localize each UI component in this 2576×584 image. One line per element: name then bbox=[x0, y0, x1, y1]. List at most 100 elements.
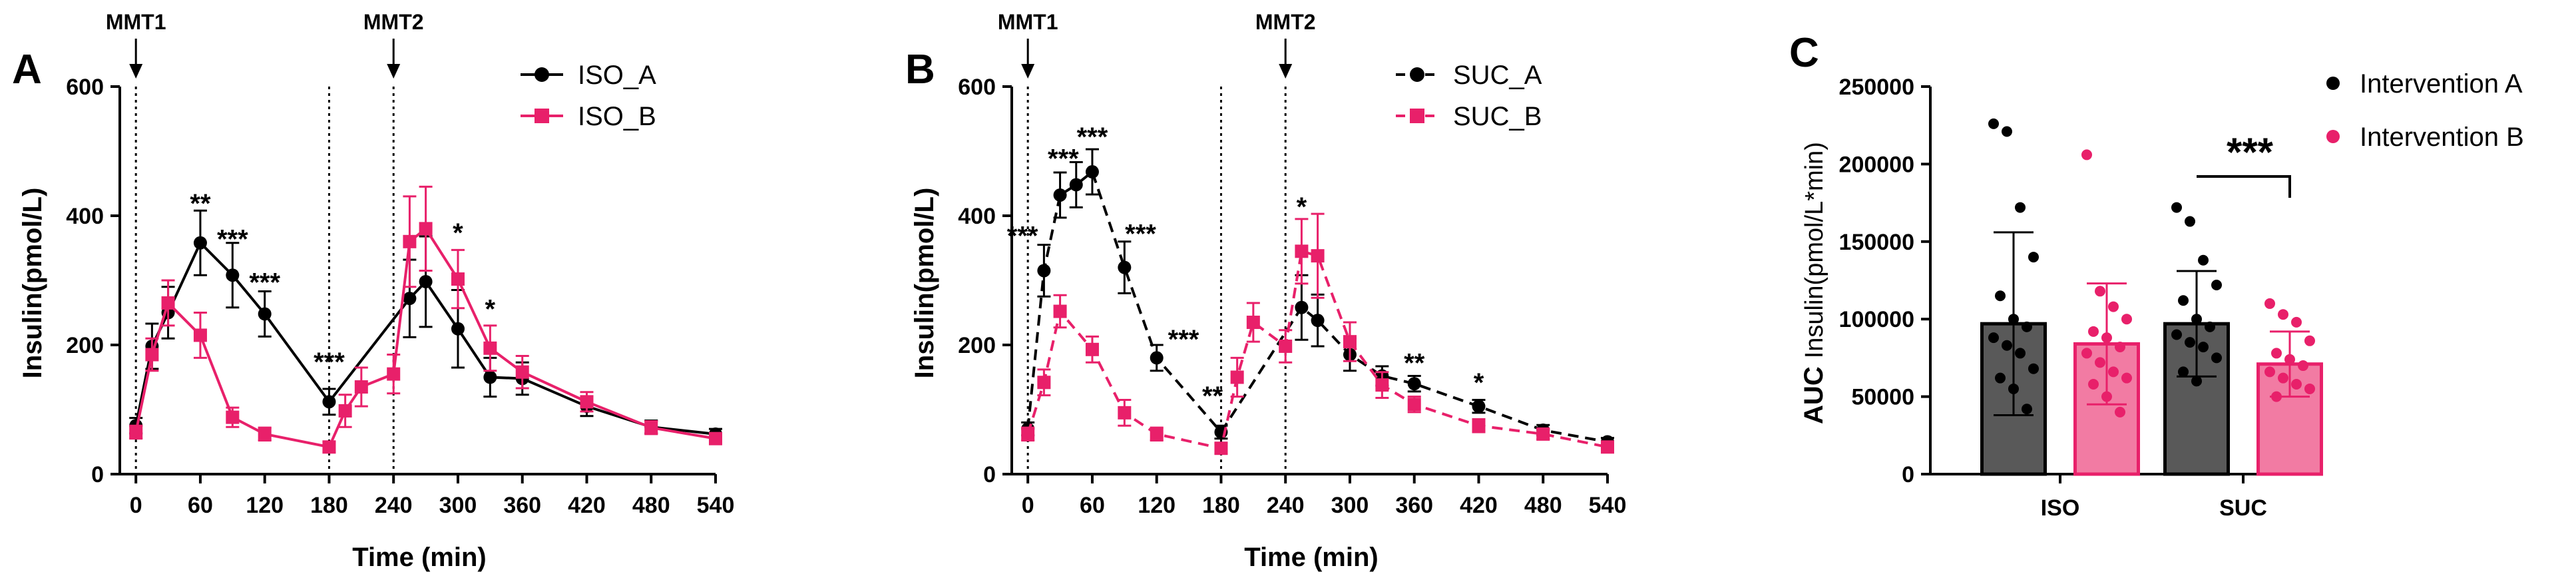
panel-a-data-point bbox=[322, 395, 336, 409]
panel-a-data-point bbox=[419, 222, 433, 236]
panel-b-data-point bbox=[1150, 351, 1164, 365]
panel-a-significance-label: *** bbox=[249, 268, 280, 297]
panel-b-legend-label: SUC_B bbox=[1453, 102, 1542, 131]
panel-a-data-point bbox=[451, 322, 465, 336]
panel-c-category-label: ISO bbox=[2041, 495, 2080, 521]
panel-a-data-point bbox=[161, 296, 175, 310]
panel-a-y-axis-title: Insulin(pmol/L) bbox=[18, 188, 47, 379]
panel-b-data-point bbox=[1279, 339, 1293, 353]
panel-b-data-point bbox=[1601, 440, 1614, 454]
panel-a-data-point bbox=[515, 365, 529, 379]
panel-b-data-point bbox=[1246, 316, 1260, 330]
panel-c-data-point bbox=[2191, 314, 2202, 325]
panel-a-data-point bbox=[338, 404, 352, 418]
panel-b-significance-label: *** bbox=[1077, 123, 1108, 152]
panel-c-data-point bbox=[2101, 332, 2112, 344]
panel-c-legend-label: Intervention A bbox=[2360, 69, 2523, 99]
panel-c-series-a bbox=[1980, 118, 2230, 476]
panel-b-data-point bbox=[1037, 376, 1051, 390]
panel-a-data-point bbox=[226, 268, 240, 282]
panel-a-legend: ISO_A ISO_B bbox=[521, 61, 656, 131]
panel-b-data-point bbox=[1407, 377, 1421, 391]
panel-b-data-point bbox=[1295, 300, 1309, 314]
panel-c-data-point bbox=[2008, 383, 2019, 394]
panel-b-data-point bbox=[1311, 249, 1325, 263]
panel-b-significance-label: * bbox=[1474, 368, 1484, 398]
panel-c-data-point bbox=[1988, 332, 1999, 344]
panel-b-y-tick-label: 400 bbox=[958, 204, 996, 229]
panel-c-series-b bbox=[2073, 149, 2323, 476]
panel-a-data-point bbox=[129, 425, 143, 439]
panel-c-significance-label: *** bbox=[2227, 130, 2274, 174]
panel-c-data-point bbox=[2101, 391, 2112, 402]
panel-c-y-axis-title: AUC Insulin(pmol/L*min) bbox=[1799, 142, 1828, 424]
panel-b-x-tick-label: 420 bbox=[1460, 493, 1498, 518]
panel-b-legend-marker bbox=[1410, 109, 1424, 123]
panel-a-data-point bbox=[403, 292, 417, 306]
panel-a-data-point bbox=[258, 427, 272, 441]
panel-c-data-point bbox=[2022, 321, 2032, 332]
panel-c-legend: Intervention A Intervention B bbox=[2326, 69, 2524, 152]
panel-c: C AUC Insulin(pmol/L*min) 0 50000 100000 150… bbox=[1789, 30, 2524, 521]
panel-c-y-axis-title-bold: AUC bbox=[1799, 366, 1828, 424]
panel-c-data-point bbox=[2095, 286, 2105, 297]
panel-c-y-axis-title-unit: Insulin(pmol/L*min) bbox=[1801, 142, 1828, 358]
panel-label-a: A bbox=[12, 47, 42, 93]
panel-b-significance-label: ** bbox=[1202, 382, 1223, 411]
panel-c-data-point bbox=[2108, 366, 2119, 378]
panel-a-significance-label: * bbox=[453, 218, 463, 248]
panel-c-data-point bbox=[2178, 295, 2189, 306]
panel-c-data-point bbox=[2304, 383, 2315, 394]
panel-c-data-point bbox=[2088, 326, 2099, 337]
panel-b-data-point bbox=[1536, 427, 1550, 441]
panel-c-data-point bbox=[2002, 340, 2012, 351]
panel-c-data-point bbox=[2304, 335, 2315, 346]
panel-a-y-tick-label: 400 bbox=[66, 204, 104, 229]
panel-c-data-point bbox=[2211, 279, 2222, 290]
panel-b-data-point bbox=[1311, 314, 1325, 328]
panel-c-data-point bbox=[2095, 357, 2105, 368]
panel-c-y-tick-label: 50000 bbox=[1851, 385, 1914, 410]
panel-b-series-suc_a bbox=[1021, 148, 1614, 449]
panel-a-x-tick-label: 480 bbox=[632, 493, 670, 518]
panel-label-b: B bbox=[905, 47, 935, 93]
panel-c-data-point bbox=[2015, 348, 2026, 359]
panel-c-data-point bbox=[2028, 363, 2039, 374]
panel-b-x-axis-title: Time (min) bbox=[1244, 543, 1379, 572]
panel-b-legend-marker bbox=[1410, 67, 1424, 82]
panel-a-meal-label: MMT2 bbox=[363, 10, 424, 34]
panel-c-data-point bbox=[2088, 378, 2099, 390]
panel-b-data-point bbox=[1295, 244, 1309, 258]
panel-b-data-point bbox=[1053, 304, 1067, 318]
panel-c-data-point bbox=[2121, 314, 2132, 325]
panel-c-data-point bbox=[2291, 316, 2302, 328]
panel-a-meal-arrow-head bbox=[387, 64, 401, 79]
panel-b-data-point bbox=[1118, 406, 1132, 420]
panel-a-y-tick-label: 600 bbox=[66, 75, 104, 100]
panel-b-data-point bbox=[1150, 427, 1164, 441]
panel-c-y-tick-label: 250000 bbox=[1839, 75, 1914, 100]
panel-b-y-axis-title: Insulin(pmol/L) bbox=[910, 188, 939, 379]
panel-b-x-tick-label: 60 bbox=[1080, 493, 1105, 518]
panel-a-legend-marker bbox=[535, 67, 549, 82]
panel-a-data-point bbox=[193, 328, 207, 342]
panel-b: B Insulin(pmol/L) Time (min) 0 200 400 600 0… bbox=[905, 10, 1626, 572]
panel-c-data-point bbox=[2081, 149, 2092, 160]
panel-b-series-line bbox=[1026, 169, 1608, 443]
panel-b-meal-arrow-head bbox=[1279, 64, 1293, 79]
panel-a-data-point bbox=[322, 440, 336, 454]
panel-b-x-tick-label: 240 bbox=[1267, 493, 1305, 518]
panel-c-significance-bracket bbox=[2197, 175, 2291, 198]
panel-b-series-line bbox=[1026, 249, 1608, 450]
panel-b-legend: SUC_A SUC_B bbox=[1396, 61, 1542, 131]
panel-a-significance-label: *** bbox=[217, 225, 248, 254]
panel-b-significance-label: ** bbox=[1404, 349, 1425, 378]
panel-c-data-point bbox=[2022, 404, 2032, 415]
panel-c-data-point bbox=[2171, 202, 2182, 213]
panel-c-category-label: SUC bbox=[2219, 495, 2267, 521]
panel-a-data-point bbox=[709, 432, 722, 445]
panel-c-data-point bbox=[2271, 391, 2282, 402]
panel-a-data-point bbox=[483, 341, 497, 355]
panel-a-data-point bbox=[644, 421, 658, 435]
panel-b-data-point bbox=[1214, 441, 1228, 455]
